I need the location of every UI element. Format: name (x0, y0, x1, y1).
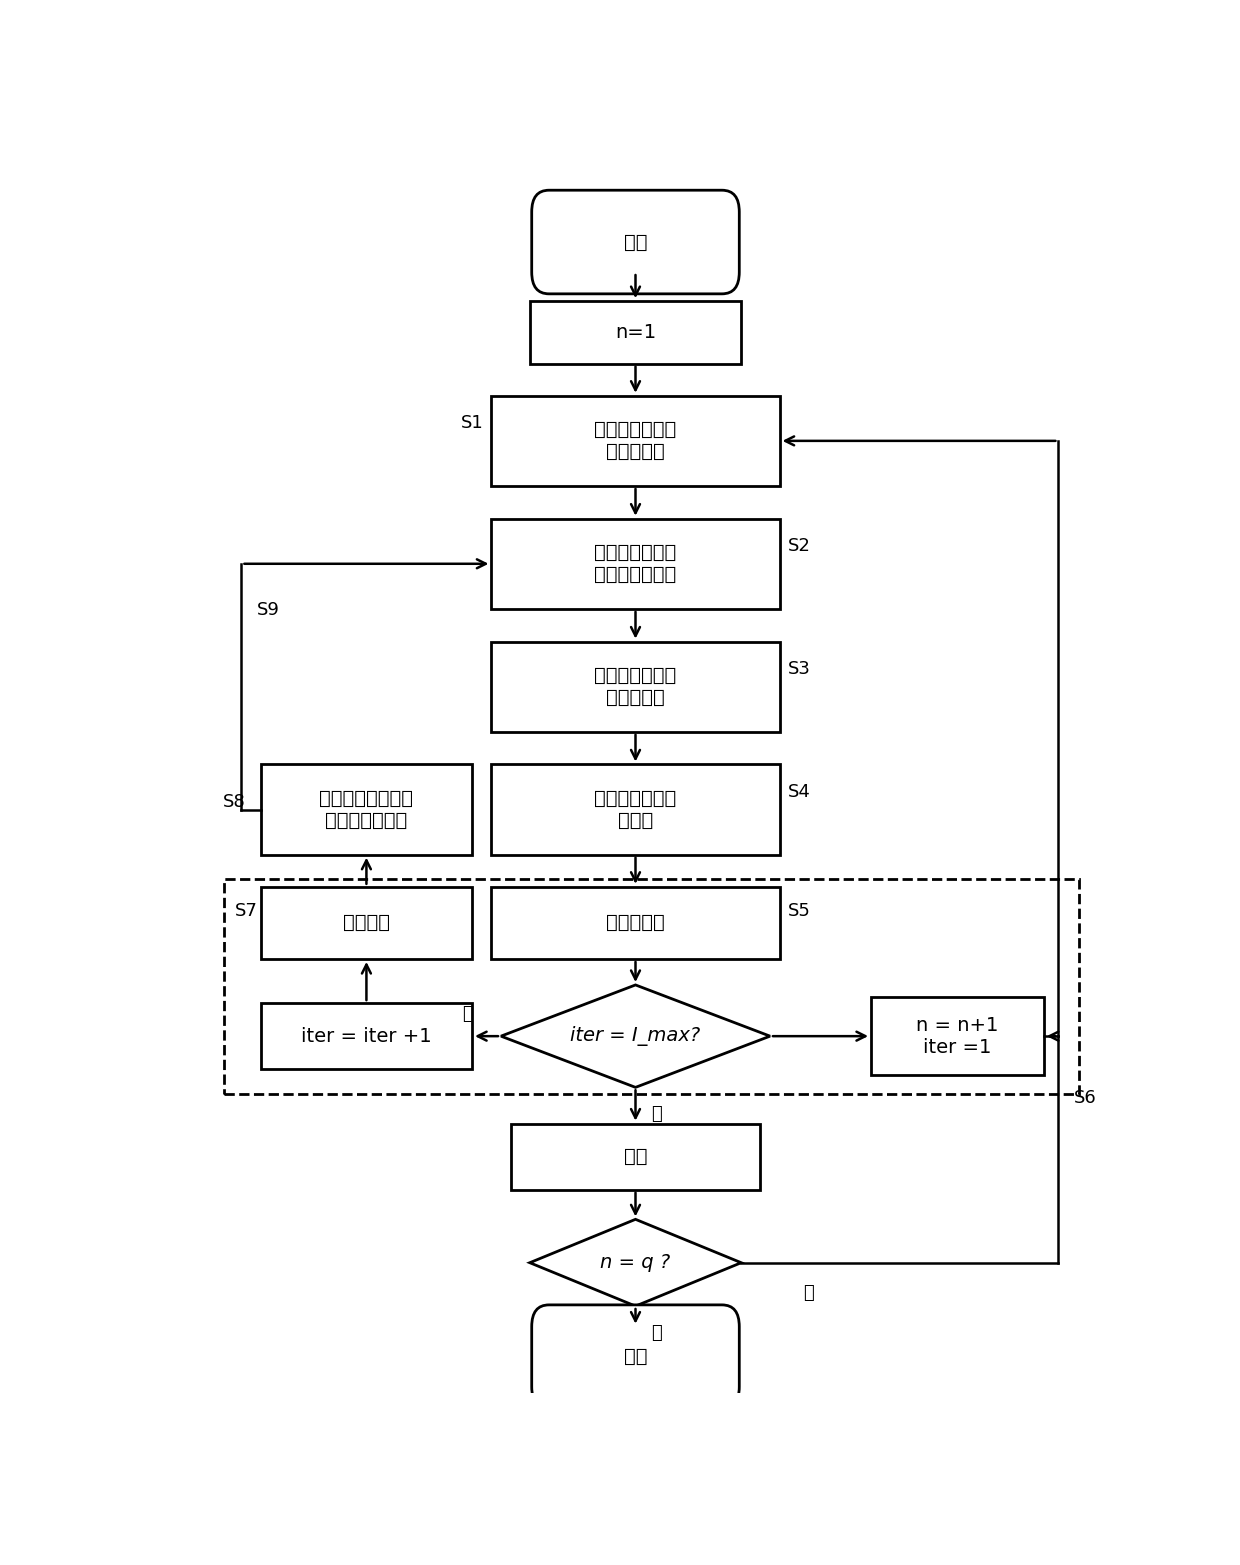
Text: 判决: 判决 (624, 1147, 647, 1166)
Text: S3: S3 (787, 659, 810, 678)
Text: 反向时域信道冲
激响应估计更新: 反向时域信道冲 激响应估计更新 (594, 543, 677, 584)
Text: n=1: n=1 (615, 322, 656, 341)
Text: S8: S8 (222, 793, 246, 811)
Text: 是: 是 (651, 1105, 662, 1122)
FancyBboxPatch shape (260, 1003, 472, 1069)
Text: 否: 否 (804, 1283, 813, 1302)
Text: S1: S1 (461, 413, 484, 432)
FancyBboxPatch shape (529, 300, 742, 363)
FancyBboxPatch shape (511, 1124, 760, 1189)
FancyBboxPatch shape (491, 642, 780, 732)
Text: 交织映射: 交织映射 (343, 914, 389, 933)
Text: 解交织译码: 解交织译码 (606, 914, 665, 933)
FancyBboxPatch shape (260, 764, 472, 854)
FancyBboxPatch shape (870, 997, 1044, 1075)
FancyBboxPatch shape (260, 887, 472, 959)
Text: S2: S2 (787, 537, 810, 554)
Text: S9: S9 (257, 601, 280, 618)
Text: 否: 否 (463, 1005, 472, 1024)
Text: iter = I_max?: iter = I_max? (570, 1027, 701, 1045)
Text: S7: S7 (234, 901, 258, 920)
Text: 开始: 开始 (624, 233, 647, 252)
Text: n = n+1
iter =1: n = n+1 iter =1 (916, 1016, 998, 1056)
FancyBboxPatch shape (491, 396, 780, 487)
Text: 是: 是 (651, 1324, 662, 1341)
FancyBboxPatch shape (532, 1305, 739, 1409)
FancyBboxPatch shape (491, 518, 780, 609)
Text: 信道均衡求解外
部信息: 信道均衡求解外 部信息 (594, 789, 677, 829)
Text: n = q ?: n = q ? (600, 1254, 671, 1272)
Text: iter = iter +1: iter = iter +1 (301, 1027, 432, 1045)
Text: 结束: 结束 (624, 1347, 647, 1366)
Text: S5: S5 (787, 901, 810, 920)
Text: 数据块时域信道冲
激响应估计更新: 数据块时域信道冲 激响应估计更新 (320, 789, 413, 829)
Text: 时域信道冲激响
应估计合并: 时域信道冲激响 应估计合并 (594, 667, 677, 707)
FancyBboxPatch shape (491, 764, 780, 854)
Text: 前向时域信道冲
激响应估计: 前向时域信道冲 激响应估计 (594, 421, 677, 462)
Polygon shape (529, 1219, 742, 1307)
FancyBboxPatch shape (491, 887, 780, 959)
FancyBboxPatch shape (532, 191, 739, 294)
Text: S4: S4 (787, 782, 810, 801)
Text: S6: S6 (1074, 1089, 1096, 1106)
Polygon shape (501, 984, 770, 1088)
